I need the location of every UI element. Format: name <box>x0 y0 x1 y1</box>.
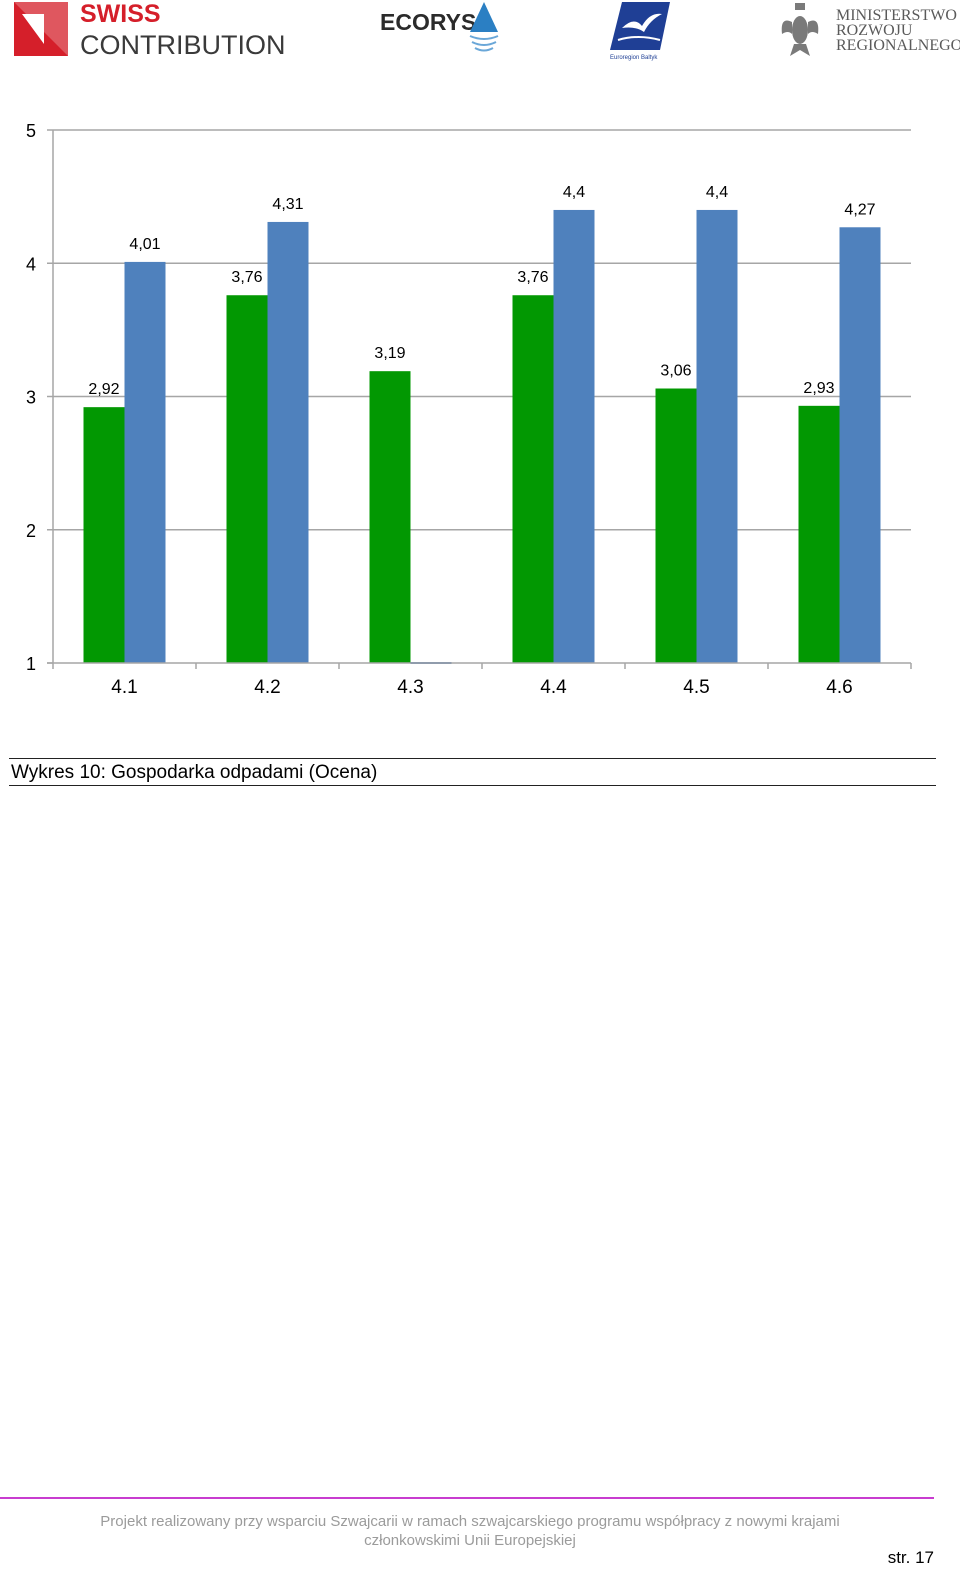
data-label: 3,76 <box>231 269 262 286</box>
x-tick-label: 4.4 <box>540 677 567 698</box>
y-tick-label: 3 <box>26 388 36 408</box>
x-tick-label: 4.3 <box>397 677 423 698</box>
bar <box>655 388 697 663</box>
bar <box>83 407 125 663</box>
axes <box>47 129 912 669</box>
svg-text:ECORYS: ECORYS <box>380 9 476 35</box>
gridlines <box>53 129 911 531</box>
x-tick-label: 4.1 <box>111 677 137 698</box>
data-label: 2,92 <box>88 381 119 398</box>
bar <box>369 371 411 663</box>
y-tick-label: 5 <box>26 121 36 141</box>
bar <box>696 209 738 663</box>
labels: 1 2 3 4 5 2,92 4,01 4.1 3,76 4,31 4.2 3,19 4.3 3,76 4,… <box>26 121 876 698</box>
y-tick-label: 4 <box>26 254 36 274</box>
data-label: 3,06 <box>660 363 691 380</box>
x-tick-label: 4.2 <box>254 677 280 698</box>
footer-text: Projekt realizowany przy wsparciu Szwajc… <box>0 1512 940 1550</box>
footer-line-2: członkowskimi Unii Europejskiej <box>364 1532 576 1549</box>
data-label: 4,4 <box>563 184 585 201</box>
y-tick-label: 2 <box>26 521 36 541</box>
x-tick-label: 4.6 <box>826 677 852 698</box>
svg-text:CONTRIBUTION: CONTRIBUTION <box>80 30 284 60</box>
bars <box>83 209 881 664</box>
data-label: 4,01 <box>129 236 160 253</box>
figure-caption: Wykres 10: Gospodarka odpadami (Ocena) <box>9 758 936 786</box>
bar <box>226 295 268 663</box>
bar <box>798 405 840 663</box>
bar <box>267 221 309 663</box>
svg-text:Euroregion Baltyk: Euroregion Baltyk <box>610 55 658 61</box>
data-label: 2,93 <box>803 380 834 397</box>
svg-text:MINISTERSTWO: MINISTERSTWO <box>836 7 957 24</box>
data-label: 3,19 <box>374 345 405 362</box>
ministry-logo: MINISTERSTWO ROZWOJU REGIONALNEGO <box>781 3 960 56</box>
svg-text:REGIONALNEGO: REGIONALNEGO <box>836 37 960 54</box>
ecorys-logo: ECORYS <box>380 2 499 52</box>
data-label: 4,4 <box>706 184 728 201</box>
data-label: 4,31 <box>272 196 303 213</box>
bar-chart: 1 2 3 4 5 2,92 4,01 4.1 3,76 4,31 4.2 3,19 4.3 3,76 4,… <box>26 121 912 698</box>
swiss-contribution-logo: SWISS CONTRIBUTION <box>14 0 284 60</box>
data-label: 3,76 <box>517 269 548 286</box>
page-header: SWISS CONTRIBUTION ECORYS Euroregion Bal… <box>0 0 960 70</box>
footer-divider <box>0 1497 934 1499</box>
euroregion-baltic-logo: Euroregion Baltyk <box>610 2 670 61</box>
svg-text:SWISS: SWISS <box>80 0 161 28</box>
bar <box>553 209 595 663</box>
bar <box>124 261 166 663</box>
footer-line-1: Projekt realizowany przy wsparciu Szwajc… <box>100 1513 840 1530</box>
page-number: str. 17 <box>887 1548 934 1567</box>
data-label: 4,27 <box>844 201 875 218</box>
eagle-emblem-icon <box>781 3 819 56</box>
bar <box>512 295 554 663</box>
bar <box>839 227 881 663</box>
svg-text:ROZWOJU: ROZWOJU <box>836 22 913 39</box>
x-tick-label: 4.5 <box>683 677 709 698</box>
y-tick-label: 1 <box>26 654 36 674</box>
